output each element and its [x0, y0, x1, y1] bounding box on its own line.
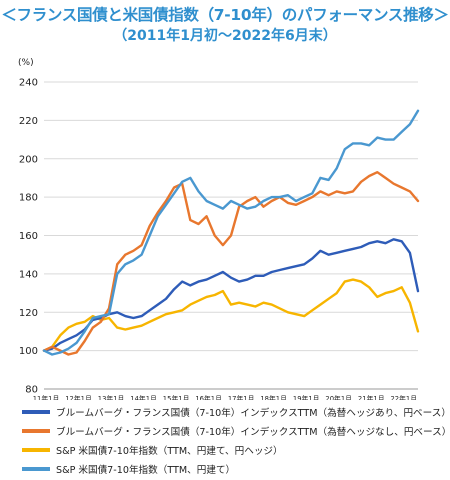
y-tick-label: 240 [19, 78, 38, 89]
x-tick-label: 18年1月 [260, 394, 287, 400]
x-tick-label: 12年1月 [65, 394, 92, 400]
x-tick-label: 11年1月 [33, 394, 60, 400]
legend-swatch [22, 409, 50, 414]
x-tick-label: 17年1月 [228, 394, 255, 400]
x-axis-ticks: 11年1月 12年1月 13年1月 14年1月 15年1月 16年1月 17年1月 18年1月… [33, 394, 417, 400]
chart-title-line1: ＜フランス国債と米国債指数（7-10年）のパフォーマンス推移＞ [1, 6, 449, 24]
legend-swatch [22, 428, 50, 433]
legend-label: S&P 米国債7-10年指数（TTM、円建て） [56, 464, 236, 476]
chart-title: ＜フランス国債と米国債指数（7-10年）のパフォーマンス推移＞ （2011年1月… [0, 6, 450, 46]
y-axis-unit: (%) [18, 58, 34, 68]
y-tick-label: 220 [19, 116, 38, 127]
y-tick-label: 200 [19, 154, 38, 165]
legend-label: ブルームバーグ・フランス国債（7-10年）インデックスTTM（為替ヘッジあり、円… [56, 407, 450, 419]
series-line [42, 278, 420, 352]
y-tick-label: 180 [19, 193, 38, 204]
y-tick-label: 140 [19, 269, 38, 280]
legend: ブルームバーグ・フランス国債（7-10年）インデックスTTM（為替ヘッジあり、円… [22, 402, 450, 478]
y-tick-label: 80 [25, 385, 38, 396]
legend-item: ブルームバーグ・フランス国債（7-10年）インデックスTTM（為替ヘッジなし、円… [22, 421, 450, 440]
legend-item: S&P 米国債7-10年指数（TTM、円建て、円ヘッジ） [22, 440, 442, 459]
x-tick-label: 21年1月 [358, 394, 385, 400]
legend-swatch [22, 447, 50, 452]
legend-swatch [22, 466, 50, 471]
y-tick-label: 100 [19, 346, 38, 357]
legend-item: S&P 米国債7-10年指数（TTM、円建て） [22, 459, 442, 478]
gridlines [44, 81, 418, 390]
series-line [42, 109, 420, 356]
x-tick-label: 14年1月 [130, 394, 157, 400]
series-line [42, 238, 420, 352]
chart-plot: 80 100 120 140 160 180 200 220 240 11年1月 12年1月 13年… [19, 78, 420, 400]
x-tick-label: 13年1月 [98, 394, 125, 400]
legend-item: ブルームバーグ・フランス国債（7-10年）インデックスTTM（為替ヘッジあり、円… [22, 402, 450, 421]
x-tick-label: 15年1月 [163, 394, 190, 400]
legend-label: ブルームバーグ・フランス国債（7-10年）インデックスTTM（為替ヘッジなし、円… [56, 426, 450, 438]
y-axis-ticks: 80 100 120 140 160 180 200 220 240 [19, 78, 38, 396]
series-line [42, 170, 420, 356]
x-tick-label: 16年1月 [195, 394, 222, 400]
y-tick-label: 120 [19, 308, 38, 319]
x-tick-label: 20年1月 [325, 394, 352, 400]
chart-title-line2: （2011年1月初～2022年6月末） [113, 28, 337, 44]
legend-label: S&P 米国債7-10年指数（TTM、円建て、円ヘッジ） [56, 445, 283, 457]
x-tick-label: 19年1月 [293, 394, 320, 400]
series-lines [42, 109, 420, 356]
y-tick-label: 160 [19, 231, 38, 242]
x-tick-label: 22年1月 [390, 394, 417, 400]
